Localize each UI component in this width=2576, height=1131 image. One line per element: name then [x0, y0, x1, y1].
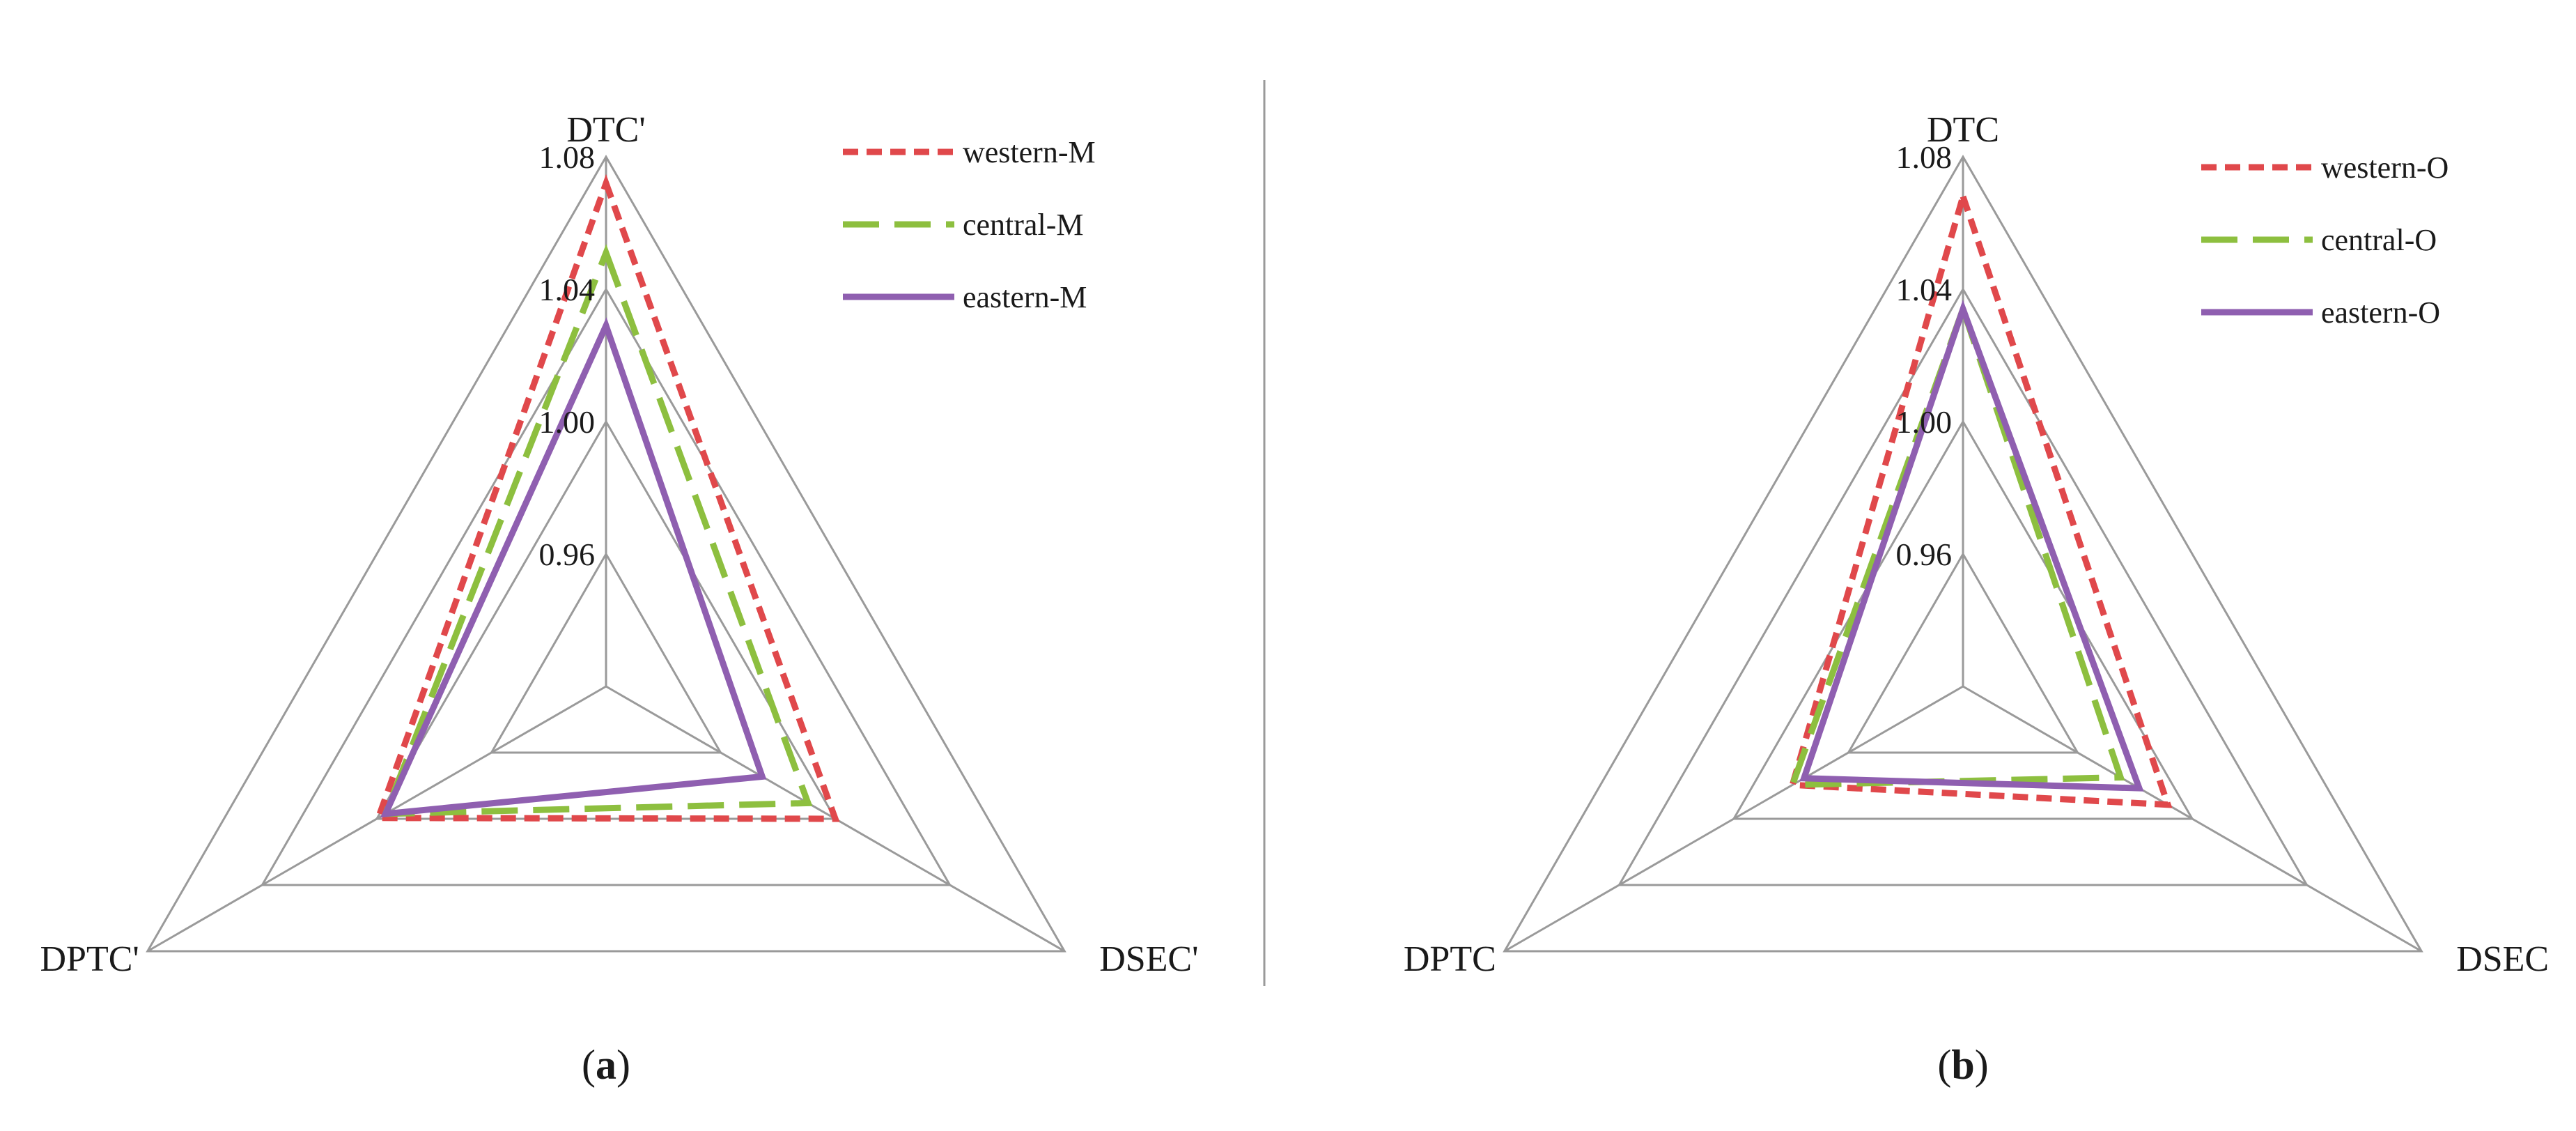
grid-ring — [260, 286, 952, 886]
radar-panel-b: 0.96 1.00 1.04 1.08 DTC DSEC DPTC western-O… — [1404, 110, 2549, 1088]
series-eastern — [1799, 299, 2144, 792]
tick-label: 1.00 — [1896, 404, 1953, 440]
axis-label-right: DSEC — [2456, 939, 2549, 979]
series-eastern — [380, 317, 767, 818]
legend-label-eastern: eastern-O — [2321, 295, 2440, 330]
legend-label-western: western-M — [963, 135, 1096, 169]
axis-label-left: DPTC — [1404, 939, 1496, 979]
tick-label: 1.00 — [539, 404, 596, 440]
panel-label: (a) — [582, 1042, 630, 1088]
panel-label-letter: b — [1951, 1042, 1974, 1088]
axis-label-top: DTC — [1927, 110, 1999, 150]
series-western — [1788, 185, 2173, 808]
radar-panel-a: 0.96 1.00 1.04 1.08 DTC' DSEC' DPTC' wester… — [40, 110, 1199, 1088]
radar-tick-labels: 0.96 1.00 1.04 1.08 — [539, 139, 596, 572]
axis-label-top: DTC' — [566, 110, 645, 150]
legend-label-eastern: eastern-M — [963, 280, 1087, 314]
series-central — [1787, 299, 2125, 788]
radar-axis-labels: DTC' DSEC' DPTC' — [40, 110, 1199, 979]
series-central — [380, 244, 813, 817]
legend-label-central: central-O — [2321, 223, 2437, 257]
grid-ring — [1503, 155, 2423, 953]
grid-ring — [1617, 286, 2309, 886]
radar-axis-labels: DTC DSEC DPTC — [1404, 110, 2549, 979]
axis-spoke — [1962, 685, 2422, 953]
axis-spoke — [147, 685, 607, 953]
legend-label-western: western-O — [2321, 151, 2449, 185]
panel-label-close: ) — [616, 1042, 630, 1088]
tick-label: 0.96 — [539, 537, 596, 572]
tick-label: 1.04 — [1896, 272, 1953, 307]
grid-ring — [146, 155, 1066, 953]
radar-grid — [146, 155, 1066, 953]
series-western — [373, 174, 840, 822]
legend: western-O central-O eastern-O — [2201, 151, 2449, 330]
panel-label-open: ( — [1937, 1042, 1951, 1088]
axis-spoke — [1504, 685, 1964, 953]
radar-tick-labels: 0.96 1.00 1.04 1.08 — [1896, 139, 1953, 572]
tick-label: 1.08 — [539, 139, 596, 175]
radar-series-layer — [373, 174, 840, 822]
panel-label-letter: a — [596, 1042, 616, 1088]
tick-label: 1.04 — [539, 272, 596, 307]
grid-ring — [1846, 551, 2080, 754]
grid-ring — [489, 551, 723, 754]
radar-grid — [1503, 155, 2423, 953]
panel-label-open: ( — [582, 1042, 596, 1088]
axis-label-right: DSEC' — [1099, 939, 1198, 979]
tick-label: 0.96 — [1896, 537, 1953, 572]
panel-label-close: ) — [1975, 1042, 1989, 1088]
legend-label-central: central-M — [963, 208, 1083, 242]
panel-label: (b) — [1937, 1042, 1988, 1088]
legend: western-M central-M eastern-M — [843, 135, 1096, 314]
axis-label-left: DPTC' — [40, 939, 139, 979]
tick-label: 1.08 — [1896, 139, 1953, 175]
radar-series-layer — [1787, 185, 2173, 808]
